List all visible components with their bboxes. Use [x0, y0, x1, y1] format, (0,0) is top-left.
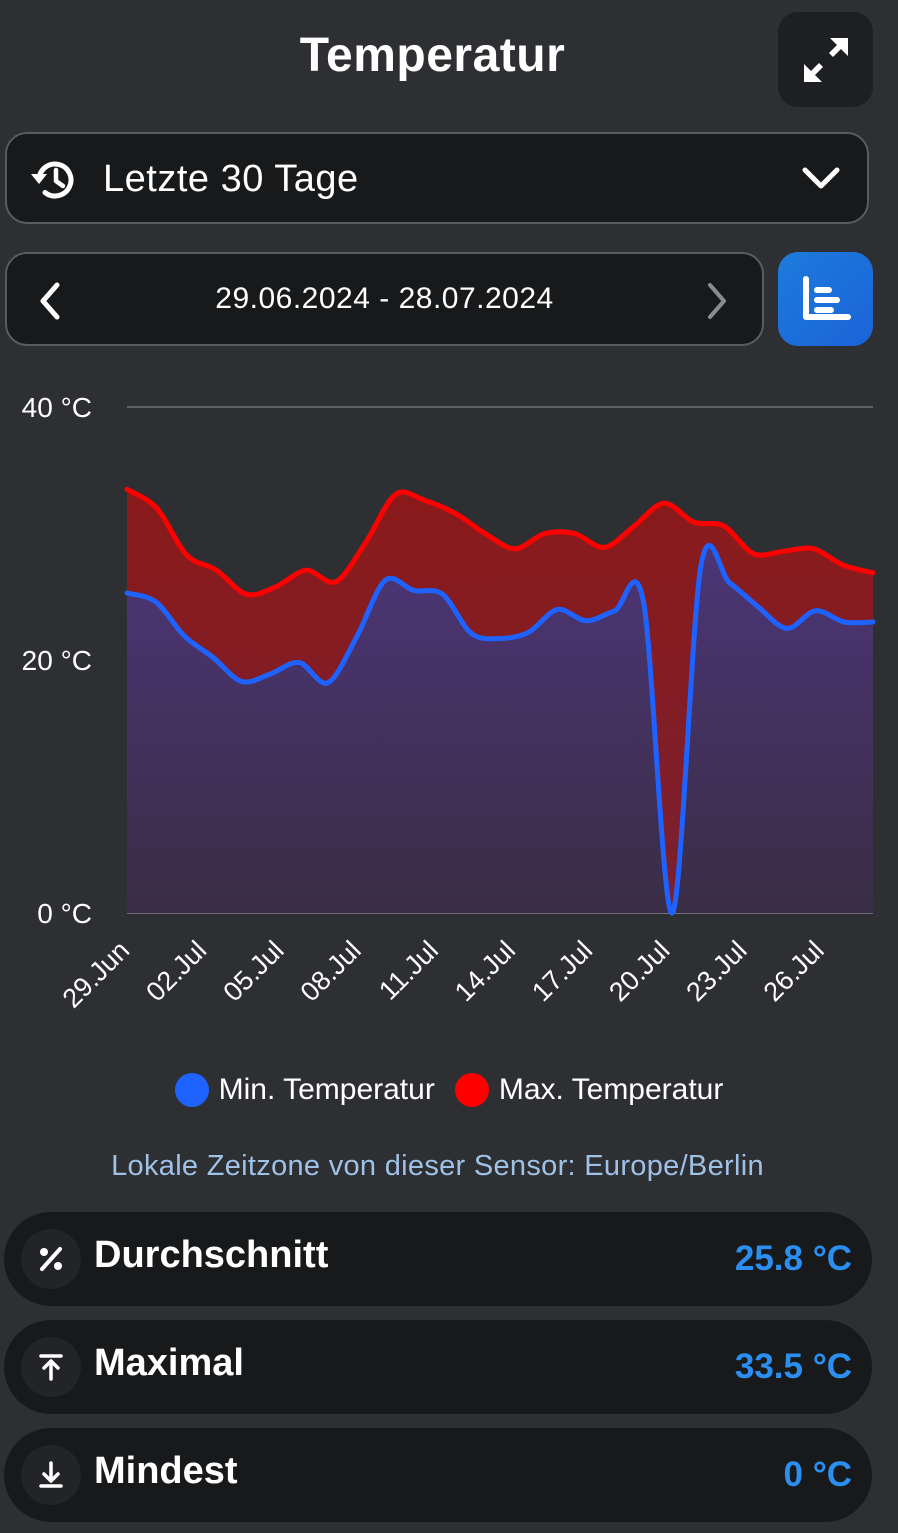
y-tick-label: 0 °C: [37, 898, 92, 929]
chart-view-button[interactable]: [778, 252, 873, 346]
x-tick-label: 08.Jul: [295, 935, 367, 1007]
date-range-text: 29.06.2024 - 28.07.2024: [215, 282, 554, 315]
legend-item-max[interactable]: Max. Temperatur: [454, 1073, 724, 1107]
page-title: Temperatur: [299, 29, 566, 82]
chevron-left-icon[interactable]: [35, 281, 65, 321]
header: Temperatur: [0, 0, 898, 120]
chevron-down-icon: [802, 167, 840, 189]
bar-chart-icon: [802, 276, 851, 320]
x-tick-label: 02.Jul: [140, 935, 212, 1007]
stat-average-value: 25.8 °C: [734, 1239, 852, 1278]
temperature-chart: 0 °C20 °C40 °C 29.Jun 02.Jul 05.Jul 08.Jul 1…: [22, 392, 876, 1014]
percent-icon: [21, 1229, 81, 1289]
time-range-label: Letzte 30 Tage: [103, 158, 359, 200]
legend-label-min: Min. Temperatur: [218, 1073, 435, 1106]
stat-maximum-label: Maximal: [94, 1342, 244, 1384]
x-tick-label: 11.Jul: [373, 935, 444, 1006]
x-tick-label: 17.Jul: [526, 935, 598, 1007]
stat-minimum-value: 0 °C: [783, 1455, 852, 1494]
stat-minimum-label: Mindest: [94, 1450, 238, 1492]
legend-dot-max: [454, 1073, 489, 1107]
x-tick-label: 23.Jul: [680, 935, 752, 1007]
y-tick-label: 20 °C: [22, 645, 92, 676]
expand-arrows-icon: [803, 37, 848, 82]
date-range-navigator: 29.06.2024 - 28.07.2024: [5, 252, 764, 346]
time-range-select[interactable]: Letzte 30 Tage: [5, 132, 869, 224]
legend-dot-min: [174, 1073, 209, 1107]
chevron-right-icon[interactable]: [702, 281, 732, 321]
arrow-down-to-line-icon: [21, 1445, 81, 1505]
history-icon: [31, 161, 74, 199]
x-tick-label: 29.Jun: [57, 935, 136, 1014]
stat-maximum-value: 33.5 °C: [734, 1347, 852, 1386]
legend-label-max: Max. Temperatur: [498, 1073, 724, 1106]
max-temperature-line: [124, 486, 876, 598]
legend-item-min[interactable]: Min. Temperatur: [174, 1073, 435, 1107]
x-tick-label: 14.Jul: [449, 935, 521, 1007]
stat-average: Durchschnitt 25.8 °C: [4, 1212, 872, 1306]
chart-legend: Min. Temperatur Max. Temperatur: [0, 1068, 898, 1112]
stat-average-label: Durchschnitt: [94, 1234, 329, 1276]
timezone-note: Lokale Zeitzone von dieser Sensor: Europ…: [111, 1150, 764, 1182]
x-tick-label: 05.Jul: [217, 935, 289, 1007]
min-temperature-line: [124, 543, 876, 916]
stat-minimum: Mindest 0 °C: [4, 1428, 872, 1522]
x-tick-label: 20.Jul: [603, 935, 675, 1007]
expand-button[interactable]: [778, 12, 873, 107]
min-temperature-area: [127, 545, 873, 914]
arrow-up-to-line-icon: [21, 1337, 81, 1397]
y-tick-label: 40 °C: [22, 392, 92, 423]
stat-maximum: Maximal 33.5 °C: [4, 1320, 872, 1414]
x-tick-label: 26.Jul: [758, 935, 830, 1007]
